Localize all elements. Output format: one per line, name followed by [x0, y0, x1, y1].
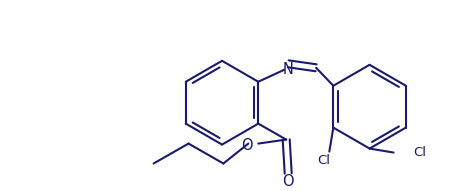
- Text: Cl: Cl: [413, 146, 426, 159]
- Text: O: O: [282, 174, 294, 189]
- Text: N: N: [283, 62, 294, 77]
- Text: O: O: [241, 138, 252, 153]
- Text: Cl: Cl: [317, 155, 330, 168]
